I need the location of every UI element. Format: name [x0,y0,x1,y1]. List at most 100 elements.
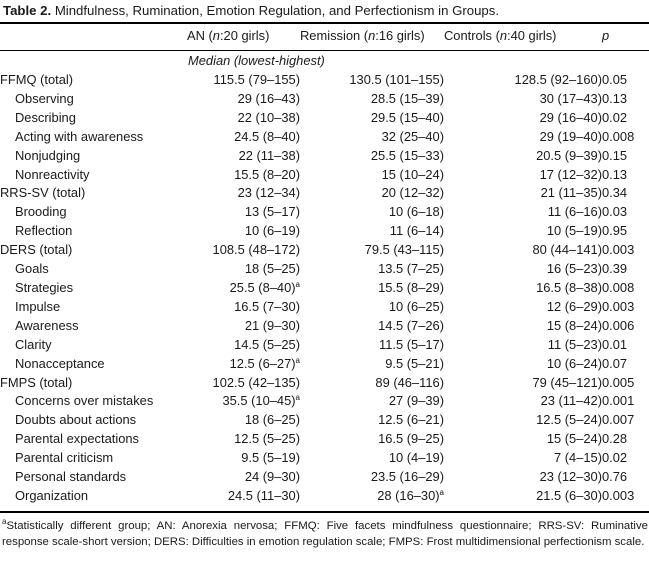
remission-value: 11 (6–14) [389,223,444,239]
an-value: 35.5 (10–45)a [222,393,300,409]
row-label: Organization [15,487,89,503]
p-value: 0.006 [602,317,635,333]
controls-value: 79 (45–121) [532,374,602,390]
remission-value: 16.5 (9–25) [378,431,444,447]
results-table: AN (n:20 girls) Remission (n:16 girls) C… [0,22,649,506]
table-row: FFMQ (total) 115.5 (79–155) 130.5 (101–155… [0,71,649,90]
p-value: 0.003 [602,298,635,314]
controls-value: 10 (6–24) [546,355,602,371]
row-label: Clarity [15,336,52,352]
an-value: 10 (6–19) [244,223,300,239]
controls-value: 23 (12–30) [539,469,602,485]
remission-value: 10 (6–18) [388,204,444,220]
an-value: 22 (11–38) [238,147,300,163]
row-label: Goals [15,261,49,277]
table-footnote: aStatistically different group; AN: Anor… [2,518,648,550]
an-value: 14.5 (5–25) [234,336,300,352]
an-value: 9.5 (5–19) [241,450,300,466]
row-label: DERS (total) [0,242,73,258]
top-rule [0,22,649,24]
table-row: Observing 29 (16–43) 28.5 (15–39) 30 (17–43… [0,90,649,109]
footnote-marker: a [2,517,7,526]
table-row: Impulse 16.5 (7–30) 10 (6–25) 12 (6–29) 0.00… [0,298,649,317]
row-label: Nonacceptance [15,355,105,371]
an-value: 29 (16–43) [237,90,300,106]
an-value: 24.5 (11–30) [227,487,300,503]
p-value: 0.003 [602,242,635,258]
remission-value: 20 (12–32) [381,185,444,201]
an-value: 102.5 (42–135) [212,374,300,390]
controls-value: 12 (6–29) [546,298,602,314]
row-label: Reflection [15,223,73,239]
remission-value: 89 (46–116) [375,374,444,390]
p-value: 0.34 [602,185,628,201]
an-value: 24 (9–30) [244,469,300,485]
table-title: Mindfulness, Rumination, Emotion Regulat… [54,3,500,18]
row-label: Nonjudging [15,147,81,163]
p-value: 0.07 [602,355,628,371]
header-an: AN (n:20 girls) [187,28,270,43]
remission-value: 13.5 (7–25) [378,261,444,277]
p-value: 0.02 [602,450,628,466]
controls-value: 11 (6–16) [547,204,602,220]
controls-value: 29 (19–40) [539,128,602,144]
table-row: Brooding 13 (5–17) 10 (6–18) 11 (6–16) 0.03 [0,203,649,222]
table-row: Describing 22 (10–38) 29.5 (15–40) 29 (16–4… [0,109,649,128]
p-value: 0.008 [602,128,635,144]
row-label: Observing [15,90,74,106]
an-value: 12.5 (5–25) [234,431,300,447]
header-remission: Remission (n:16 girls) [300,28,425,43]
p-value: 0.05 [602,72,628,87]
row-label: Parental expectations [15,431,139,447]
table-label: Table 2. [3,3,52,18]
p-value: 0.008 [602,279,635,295]
row-label: Brooding [15,204,67,220]
header-rule [0,50,649,51]
row-label: Awareness [15,317,79,333]
p-value: 0.39 [602,261,628,277]
table-row: Strategies 25.5 (8–40)a 15.5 (8–29) 16.5 (8… [0,279,649,298]
controls-value: 15 (5–24) [546,431,602,447]
controls-value: 12.5 (5–24) [536,412,602,428]
header-controls: Controls (n:40 girls) [444,28,557,43]
row-label: Personal standards [15,469,127,485]
footnote-text: Statistically different group; AN: Anore… [2,520,648,549]
an-value: 25.5 (8–40)a [229,279,300,295]
table-row: Nonjudging 22 (11–38) 25.5 (15–33) 20.5 (9–… [0,147,649,166]
controls-value: 80 (44–141) [532,242,602,258]
significance-marker: a [295,393,300,403]
controls-value: 29 (16–40) [539,109,602,125]
p-value: 0.001 [602,393,635,409]
an-value: 115.5 (79–155) [213,72,300,87]
remission-value: 25.5 (15–33) [370,147,444,163]
table-row: Organization 24.5 (11–30) 28 (16–30)a 21.5 … [0,487,649,506]
remission-value: 11.5 (5–17) [379,336,444,352]
remission-value: 10 (4–19) [388,450,444,466]
an-value: 12.5 (6–27)a [229,355,300,371]
controls-value: 17 (12–32) [539,166,602,182]
table-row: Parental expectations 12.5 (5–25) 16.5 (9–… [0,430,649,449]
remission-value: 15.5 (8–29) [378,279,444,295]
an-value: 18 (5–25) [244,261,300,277]
table-row: Nonacceptance 12.5 (6–27)a 9.5 (5–21) 10 (6… [0,355,649,374]
an-value: 21 (9–30) [244,317,300,333]
remission-value: 130.5 (101–155) [349,72,444,87]
remission-value: 14.5 (7–26) [378,317,444,333]
controls-value: 11 (5–23) [547,336,602,352]
significance-marker: a [439,487,444,497]
row-label: FFMQ (total) [0,72,74,87]
p-value: 0.95 [602,223,628,239]
table-row: Reflection 10 (6–19) 11 (6–14) 10 (5–19) 0.9… [0,222,649,241]
controls-value: 21.5 (6–30) [536,487,602,503]
p-value: 0.13 [602,90,628,106]
controls-value: 20.5 (9–39) [536,147,602,163]
an-value: 108.5 (48–172) [212,242,300,258]
controls-value: 21 (11–35) [540,185,602,201]
table-row: FMPS (total) 102.5 (42–135) 89 (46–116) 79 … [0,374,649,393]
controls-value: 128.5 (92–160) [514,72,602,87]
table-row: Acting with awareness 24.5 (8–40) 32 (25–4… [0,128,649,147]
p-value: 0.01 [602,336,628,352]
table-row: Doubts about actions 18 (6–25) 12.5 (6–21)… [0,411,649,430]
header-blank [0,22,187,50]
row-label: Doubts about actions [15,412,137,428]
